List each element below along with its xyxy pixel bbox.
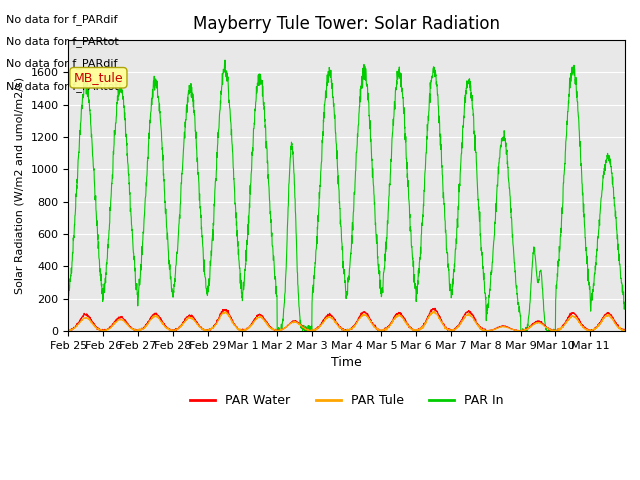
- PAR Water: [546, 326, 554, 332]
- PAR Tule: [546, 327, 554, 333]
- PAR Tule: [120, 319, 128, 324]
- PAR Water: [380, 327, 388, 333]
- PAR In: [621, 304, 629, 310]
- PAR In: [381, 266, 388, 272]
- PAR Tule: [381, 327, 388, 333]
- PAR Water: [614, 323, 621, 328]
- PAR Water: [65, 328, 73, 334]
- Line: PAR Water: PAR Water: [68, 308, 625, 331]
- PAR Tule: [99, 328, 106, 334]
- PAR In: [273, 328, 281, 334]
- Text: MB_tule: MB_tule: [74, 71, 124, 84]
- Y-axis label: Solar Radiation (W/m2 and umol/m2/s): Solar Radiation (W/m2 and umol/m2/s): [15, 77, 25, 294]
- PAR Water: [621, 327, 629, 333]
- Line: PAR In: PAR In: [68, 60, 625, 331]
- Title: Mayberry Tule Tower: Solar Radiation: Mayberry Tule Tower: Solar Radiation: [193, 15, 500, 33]
- PAR In: [546, 326, 554, 332]
- PAR Tule: [515, 328, 522, 334]
- PAR Tule: [621, 327, 629, 333]
- PAR Water: [65, 327, 72, 333]
- PAR In: [120, 103, 128, 109]
- Text: No data for f_PARtot: No data for f_PARtot: [6, 36, 119, 48]
- PAR Water: [515, 328, 522, 334]
- PAR In: [515, 301, 522, 307]
- PAR Water: [241, 327, 248, 333]
- PAR In: [65, 293, 72, 299]
- PAR Water: [120, 317, 128, 323]
- PAR Tule: [614, 324, 621, 329]
- PAR In: [614, 232, 621, 238]
- PAR Tule: [241, 327, 248, 333]
- Text: No data for f_PARdif: No data for f_PARdif: [6, 59, 118, 70]
- Text: No data for f_PARdif: No data for f_PARdif: [6, 14, 118, 25]
- PAR In: [241, 276, 248, 282]
- PAR Water: [431, 305, 439, 311]
- PAR In: [221, 57, 229, 63]
- X-axis label: Time: Time: [332, 356, 362, 369]
- Line: PAR Tule: PAR Tule: [68, 312, 625, 331]
- PAR Tule: [65, 327, 72, 333]
- PAR Tule: [221, 309, 229, 314]
- Legend: PAR Water, PAR Tule, PAR In: PAR Water, PAR Tule, PAR In: [186, 389, 508, 412]
- Text: No data for f_PARtot: No data for f_PARtot: [6, 81, 119, 92]
